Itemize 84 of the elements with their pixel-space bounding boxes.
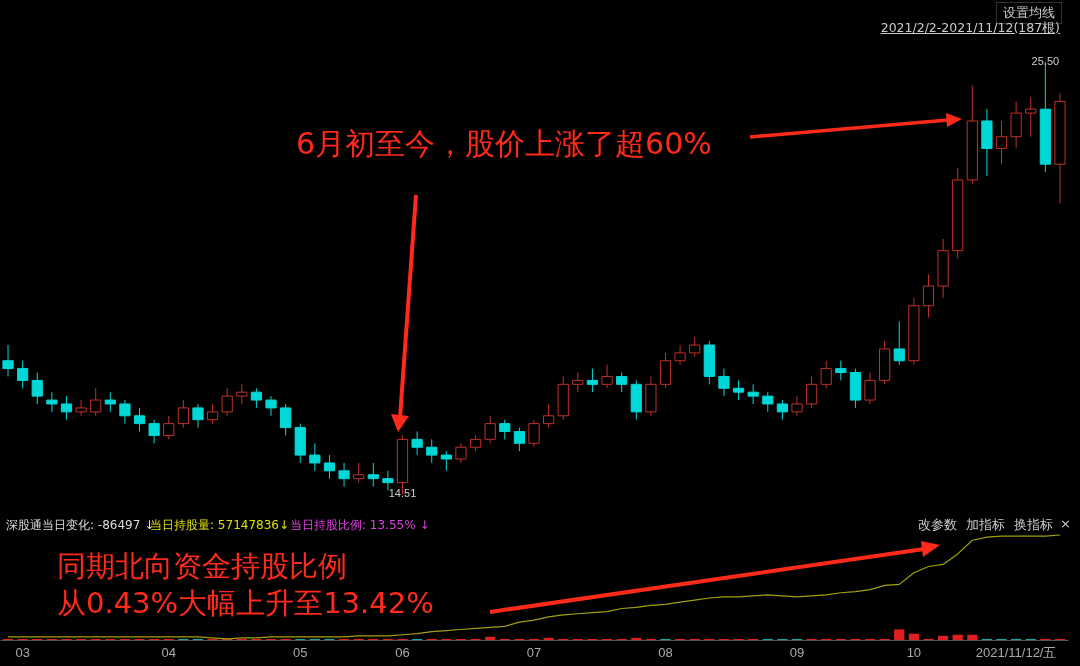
candlestick xyxy=(323,454,336,480)
text: 加指标 xyxy=(966,516,1005,534)
candlestick xyxy=(280,403,292,436)
candlestick xyxy=(732,379,745,401)
candlestick xyxy=(192,403,204,429)
text: 当日持股比例: 13.55% ↓ xyxy=(290,517,430,534)
candlestick xyxy=(674,344,686,366)
candlestick xyxy=(995,120,1008,165)
candlestick xyxy=(426,438,438,464)
annotation: 同期北向资金持股比例 xyxy=(57,548,347,585)
bar xyxy=(908,633,919,640)
bar xyxy=(631,637,642,640)
text: 改参数 xyxy=(918,516,957,534)
candlestick xyxy=(528,419,540,448)
candlestick xyxy=(455,442,467,464)
candlestick xyxy=(338,462,350,488)
candlestick xyxy=(250,387,263,409)
candlestick xyxy=(864,372,876,405)
candlestick xyxy=(543,403,555,429)
annotation: 14.51 xyxy=(388,487,417,499)
x-tick-label: 08 xyxy=(658,644,673,660)
x-tick-label: 09 xyxy=(789,644,805,660)
candlestick xyxy=(2,344,14,377)
candlestick xyxy=(893,320,905,366)
candlestick xyxy=(776,399,788,421)
bar xyxy=(485,636,496,640)
candlestick xyxy=(499,419,511,440)
x-tick-label: 10 xyxy=(906,644,922,660)
bar xyxy=(937,635,949,640)
candlestick xyxy=(1025,96,1037,138)
candlestick xyxy=(572,372,584,393)
candlestick xyxy=(46,391,58,413)
candlestick xyxy=(616,372,628,393)
candlestick xyxy=(90,387,102,417)
bar xyxy=(952,634,963,640)
x-tick-label: 03 xyxy=(15,644,30,660)
bar xyxy=(967,634,978,640)
bar xyxy=(543,637,554,640)
annotation: 6月初至今，股价上涨了超60% xyxy=(296,125,712,163)
text: 换指标 xyxy=(1014,516,1053,534)
candlestick xyxy=(382,470,394,491)
candlestick xyxy=(221,387,233,417)
x-tick-label: 07 xyxy=(526,644,542,660)
candlestick xyxy=(805,375,818,409)
bar xyxy=(894,629,905,640)
candlestick xyxy=(835,360,847,381)
candlestick xyxy=(265,395,277,417)
x-tick-label: 06 xyxy=(395,644,410,660)
candlestick xyxy=(75,399,87,417)
candlestick xyxy=(791,395,803,417)
x-tick-label: 05 xyxy=(293,644,308,660)
candlestick xyxy=(119,399,131,425)
candlestick xyxy=(762,391,774,413)
candlestick xyxy=(133,407,146,432)
candlestick xyxy=(411,431,423,456)
candlestick xyxy=(513,427,525,452)
candlestick xyxy=(353,462,365,484)
candlestick xyxy=(31,372,43,405)
candlestick xyxy=(1010,100,1022,149)
candlestick xyxy=(60,395,73,421)
candlestick xyxy=(309,442,321,472)
candlestick xyxy=(104,391,116,413)
candlestick xyxy=(922,273,935,319)
candlestick xyxy=(659,352,672,389)
annotation: 25.50 xyxy=(1031,55,1060,67)
candlestick xyxy=(586,368,599,393)
text: × xyxy=(1060,516,1071,531)
candlestick xyxy=(236,383,248,405)
candlestick xyxy=(820,360,832,389)
candlestick xyxy=(206,403,219,425)
candlestick xyxy=(367,462,379,488)
annotation: 从0.43%大幅上升至13.42% xyxy=(57,585,434,622)
x-tick-label: 2021/11/12/五 xyxy=(975,644,1057,660)
candlestick xyxy=(17,360,29,389)
candlestick xyxy=(601,364,613,389)
candlestick xyxy=(440,450,452,472)
x-tick-label: 04 xyxy=(161,644,176,660)
candlestick xyxy=(484,415,496,444)
candlestick xyxy=(747,383,759,405)
candlestick xyxy=(718,368,730,397)
candlestick xyxy=(689,336,701,358)
candlestick xyxy=(148,419,160,444)
candlestick xyxy=(163,415,175,440)
candlestick xyxy=(177,399,189,429)
